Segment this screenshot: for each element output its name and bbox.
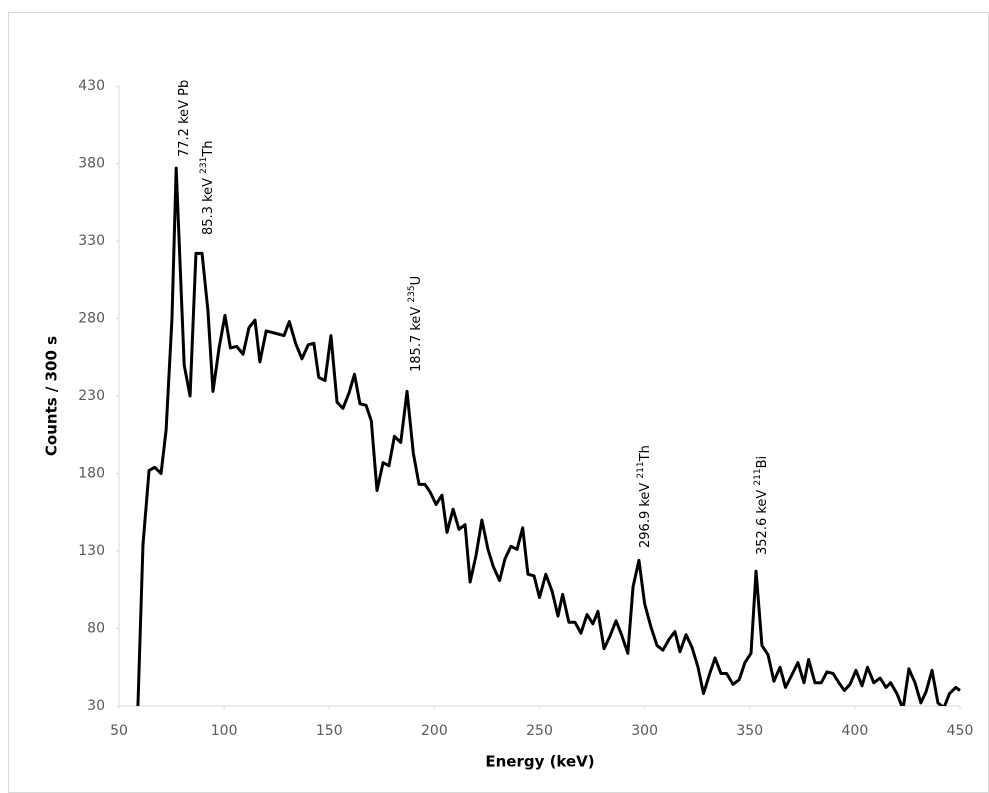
annotation-element: U	[409, 276, 424, 286]
x-tick-label: 100	[211, 723, 238, 739]
annotation-text: 85.3 keV	[201, 174, 216, 235]
y-tick-label: 230	[78, 388, 105, 404]
annotation-isotope: 211	[636, 461, 646, 478]
peak-annotation: 85.3 keV 231Th	[199, 140, 216, 235]
peak-annotation: 185.7 keV 235U	[407, 276, 424, 372]
annotation-text: 352.6 keV	[755, 486, 770, 555]
x-tick-label: 400	[842, 723, 869, 739]
annotation-element: Th	[201, 140, 216, 157]
annotation-isotope: 235	[407, 285, 417, 302]
peak-annotation: 77.2 keV Pb	[177, 80, 192, 157]
x-tick-label: 250	[526, 723, 553, 739]
y-tick-label: 280	[78, 311, 105, 327]
x-tick-label: 200	[421, 723, 448, 739]
x-tick-label: 350	[736, 723, 763, 739]
annotation-element: Th	[638, 445, 653, 462]
y-tick-label: 130	[78, 543, 105, 559]
y-axis-title: Counts / 300 s	[43, 336, 61, 456]
y-tick-label: 330	[78, 233, 105, 249]
x-tick-label: 50	[110, 723, 128, 739]
y-tick-label: 80	[87, 621, 105, 637]
annotation-element: Bi	[755, 456, 770, 469]
x-tick-label: 150	[316, 723, 343, 739]
annotation-text: 77.2 keV Pb	[177, 80, 192, 157]
x-tick-label: 450	[947, 723, 974, 739]
data-line	[136, 166, 961, 706]
annotation-text: 296.9 keV	[638, 479, 653, 548]
peak-annotation: 296.9 keV 211Th	[636, 445, 653, 548]
x-axis-title: Energy (keV)	[485, 753, 594, 771]
y-tick-label: 430	[78, 78, 105, 94]
annotation-isotope: 231	[199, 157, 209, 174]
y-tick-label: 180	[78, 466, 105, 482]
annotation-isotope: 211	[753, 468, 763, 485]
annotation-text: 185.7 keV	[409, 303, 424, 372]
peak-annotation: 352.6 keV 211Bi	[753, 456, 770, 555]
x-tick-label: 300	[631, 723, 658, 739]
y-tick-label: 30	[87, 698, 105, 714]
chart-border	[8, 12, 989, 793]
y-tick-label: 380	[78, 156, 105, 172]
